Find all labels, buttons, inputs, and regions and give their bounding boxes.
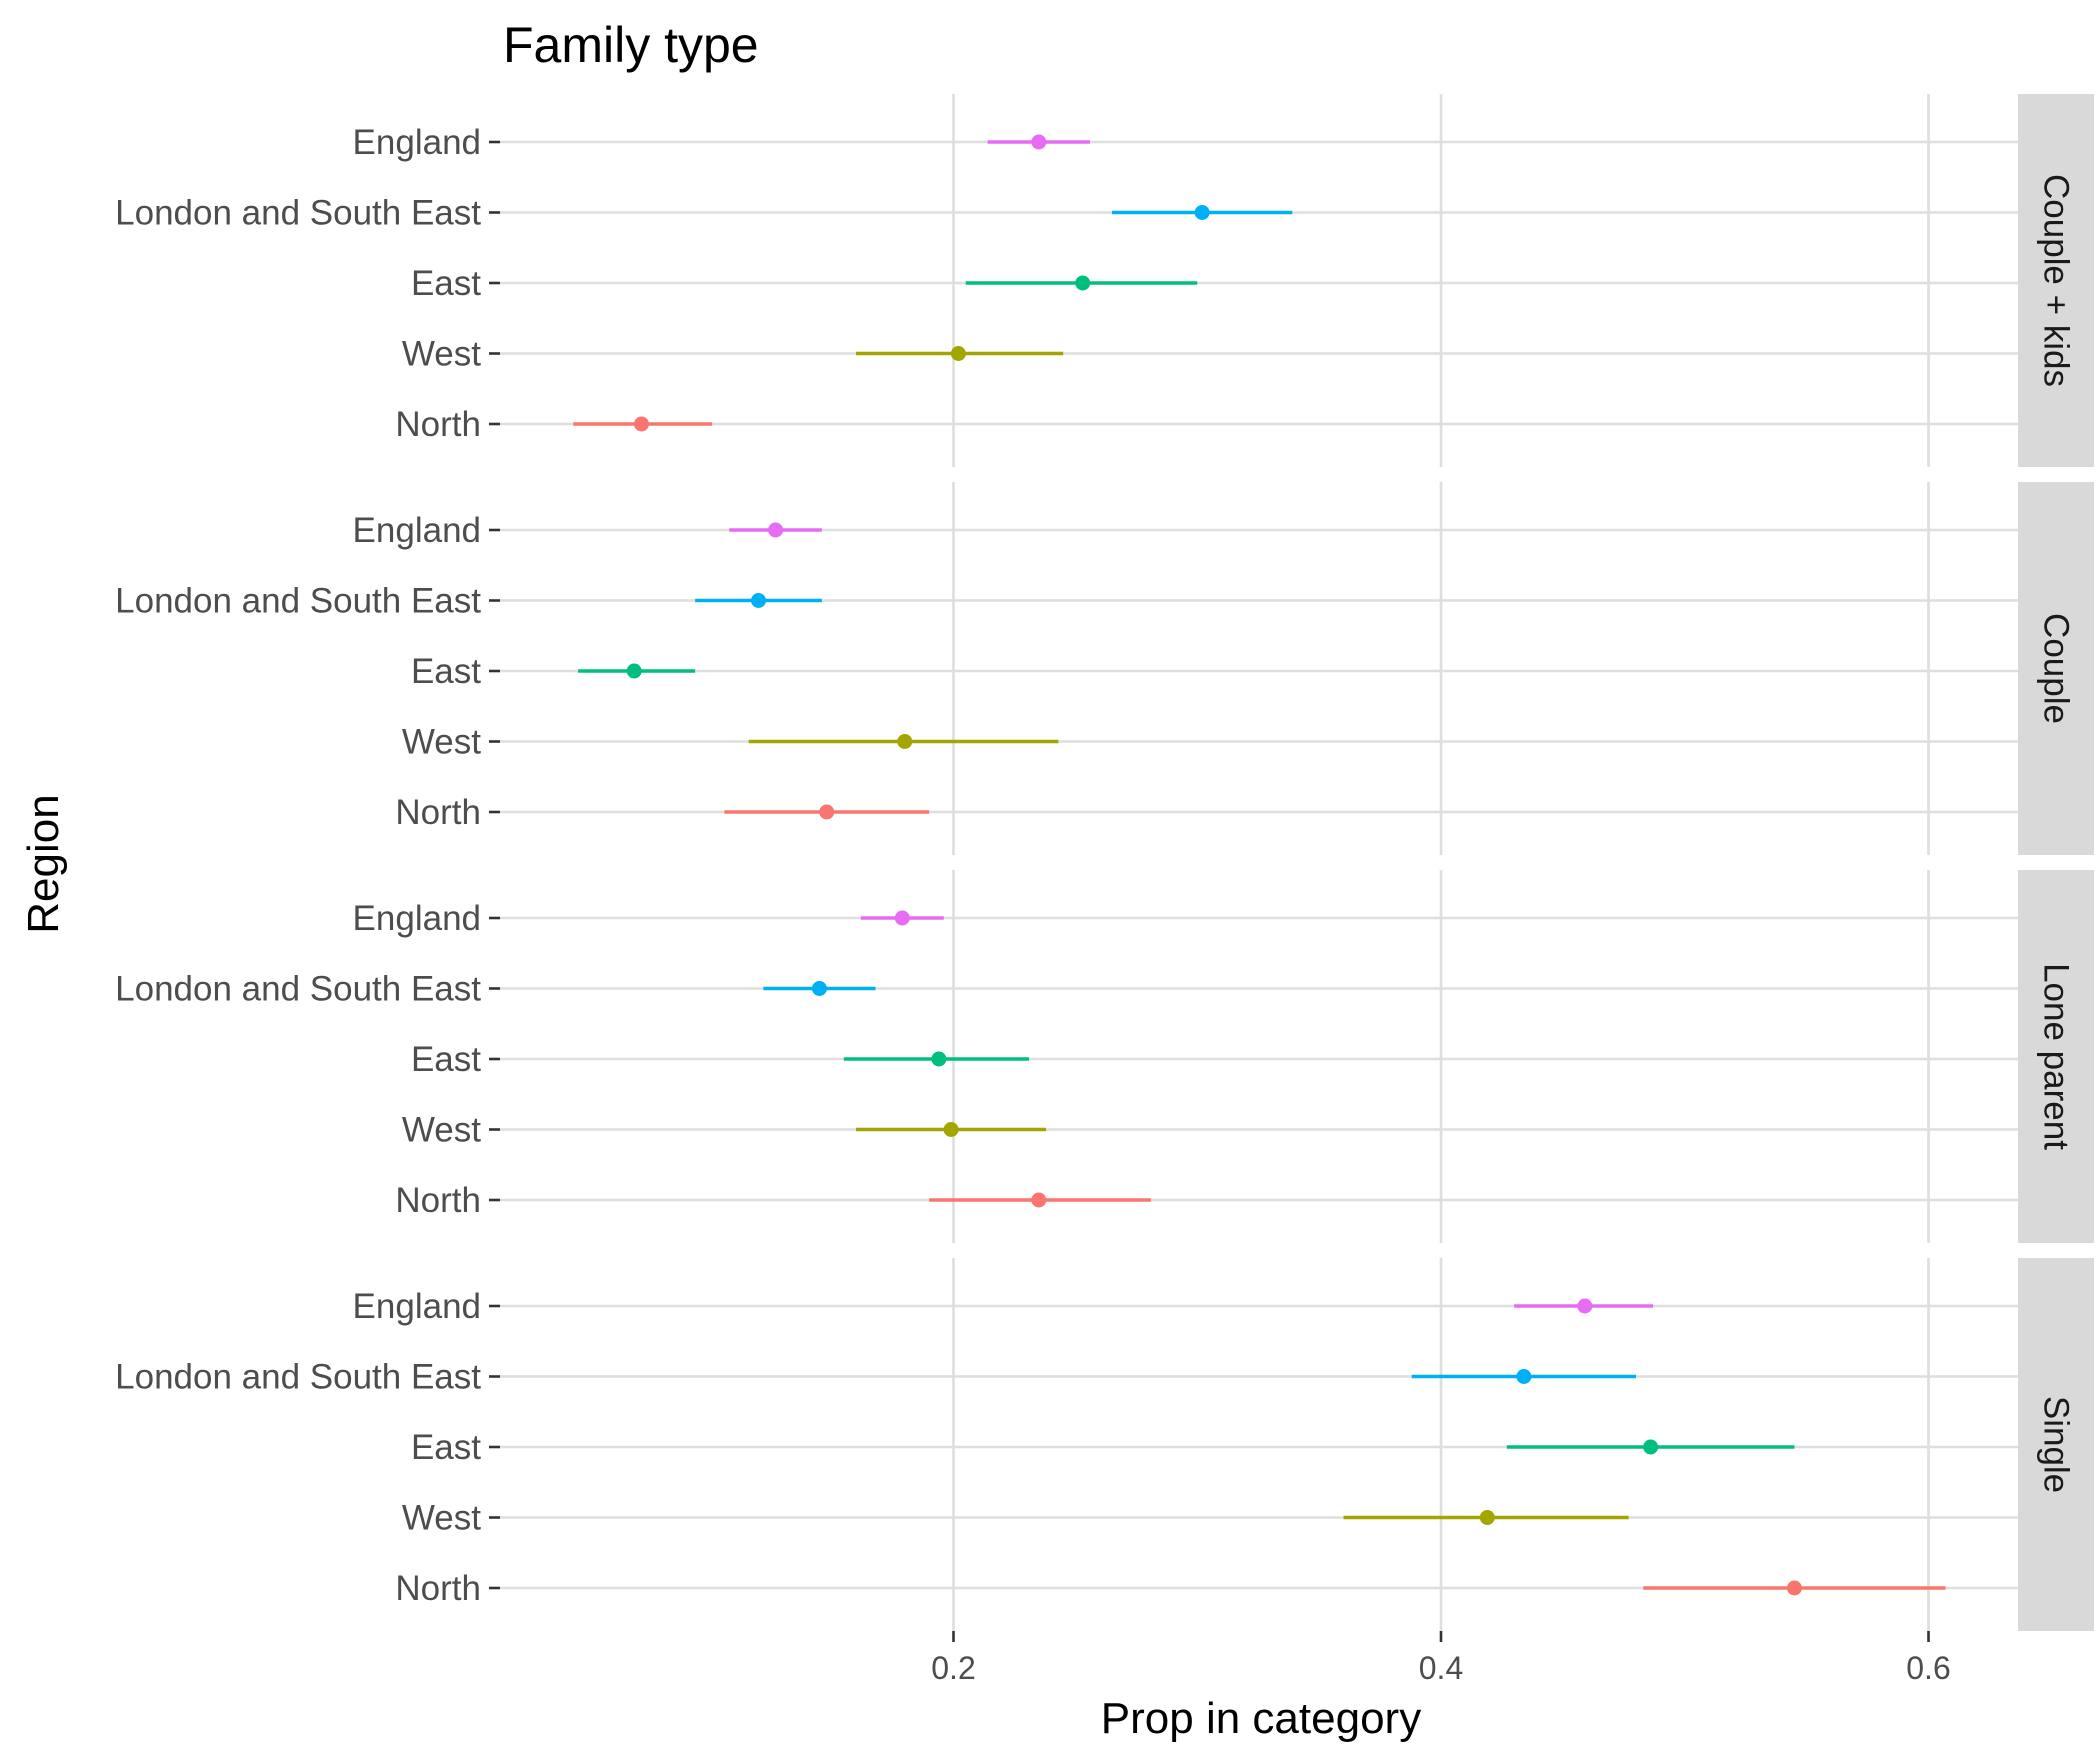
panel-lone-parent: England London and South East East West Nort… <box>115 870 2094 1243</box>
y-tick-label-north: North <box>395 405 481 444</box>
y-tick-label-east: East <box>411 1040 481 1079</box>
y-tick-label-west: West <box>402 723 481 762</box>
point-england <box>894 910 910 926</box>
point-london-and-south-east <box>751 593 766 608</box>
point-north <box>1031 1192 1047 1208</box>
point-london-and-south-east <box>1516 1369 1532 1384</box>
point-west <box>1479 1510 1495 1525</box>
y-tick-label-west: West <box>402 1111 481 1150</box>
point-east <box>931 1051 947 1067</box>
strip-label-couple-kids: Couple + kids <box>2037 174 2076 387</box>
y-tick-label-north: North <box>395 1569 481 1608</box>
panel-couple-kids: England London and South East East West Nort… <box>115 94 2094 467</box>
strip-background <box>2018 870 2094 1243</box>
point-west <box>943 1122 959 1137</box>
point-east <box>1075 275 1091 291</box>
point-england <box>1577 1298 1593 1314</box>
y-tick-label-england: England <box>353 511 481 550</box>
strip-label-couple: Couple <box>2037 613 2076 724</box>
y-axis-title: Region <box>19 794 68 933</box>
point-england <box>768 522 784 538</box>
point-england <box>1031 134 1047 150</box>
y-tick-label-london-and-south-east: London and South East <box>115 194 481 233</box>
point-east <box>1643 1439 1659 1455</box>
panels: England London and South East East West Nort… <box>115 94 2094 1631</box>
panel-background <box>500 870 2018 1243</box>
panel-background <box>500 94 2018 467</box>
strip-background <box>2018 94 2094 467</box>
panel-background <box>500 1258 2018 1631</box>
strip-label-single: Single <box>2037 1396 2076 1493</box>
point-west <box>897 734 913 749</box>
x-tick-label: 0.6 <box>1906 1650 1950 1686</box>
point-north <box>819 804 835 820</box>
strip-background <box>2018 1258 2094 1631</box>
y-tick-label-east: East <box>411 264 481 303</box>
x-tick-label: 0.4 <box>1419 1650 1463 1686</box>
point-london-and-south-east <box>811 981 827 996</box>
point-london-and-south-east <box>1194 205 1210 220</box>
panel-couple: England London and South East East West Nort… <box>115 482 2094 855</box>
x-axis: 0.2 0.4 0.6 <box>931 1631 1951 1686</box>
point-west <box>950 346 966 361</box>
chart-title: Family type <box>503 17 759 73</box>
panel-background <box>500 482 2018 855</box>
y-tick-label-east: East <box>411 652 481 691</box>
y-tick-label-england: England <box>353 899 481 938</box>
y-tick-label-england: England <box>353 123 481 162</box>
y-tick-label-london-and-south-east: London and South East <box>115 582 481 621</box>
y-tick-label-west: West <box>402 1499 481 1538</box>
point-north <box>634 416 649 432</box>
y-tick-label-london-and-south-east: London and South East <box>115 1358 481 1397</box>
strip-label-lone-parent: Lone parent <box>2037 963 2076 1150</box>
y-tick-label-london-and-south-east: London and South East <box>115 970 481 1009</box>
y-tick-label-north: North <box>395 1181 481 1220</box>
x-axis-title: Prop in category <box>1101 1694 1421 1743</box>
panel-single: England London and South East East West Nort… <box>115 1258 2094 1631</box>
y-tick-label-north: North <box>395 793 481 832</box>
point-east <box>626 663 642 679</box>
x-tick-label: 0.2 <box>931 1650 975 1686</box>
y-tick-label-west: West <box>402 335 481 374</box>
y-tick-label-england: England <box>353 1287 481 1326</box>
point-north <box>1786 1580 1802 1596</box>
strip-background <box>2018 482 2094 855</box>
y-tick-label-east: East <box>411 1428 481 1467</box>
